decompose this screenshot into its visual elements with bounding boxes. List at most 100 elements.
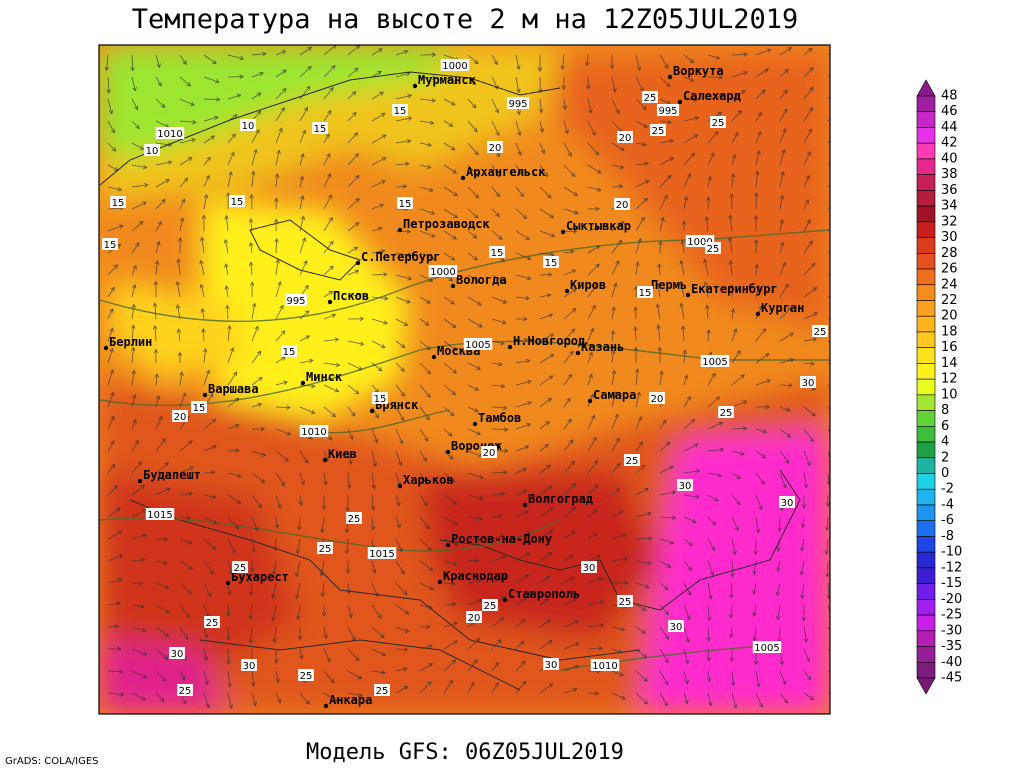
wind-arrow	[467, 494, 484, 501]
colorbar-box	[916, 127, 936, 144]
wind-arrow	[131, 461, 143, 474]
colorbar-box	[916, 378, 936, 396]
wind-arrow	[491, 661, 499, 672]
contour-label-text: 20	[651, 394, 664, 405]
wind-arrow	[419, 472, 426, 483]
wind-arrow	[155, 692, 165, 703]
wind-arrow	[563, 307, 577, 320]
wind-arrow	[155, 415, 163, 430]
contour-label: 995	[284, 294, 308, 307]
wind-arrow	[467, 54, 479, 65]
wind-arrow	[395, 340, 406, 349]
wind-arrow	[539, 443, 549, 452]
wind-arrow	[323, 626, 328, 640]
wind-arrow	[250, 170, 256, 188]
contour-label-box	[779, 496, 795, 508]
city-dot	[431, 354, 437, 360]
wind-arrow	[779, 450, 790, 464]
wind-arrow	[296, 604, 301, 621]
wind-arrow	[803, 287, 818, 298]
wind-arrow	[706, 648, 711, 662]
city-dot	[323, 703, 329, 709]
wind-arrow	[227, 171, 233, 188]
wind-arrow	[443, 472, 456, 483]
wind-arrow	[227, 670, 232, 688]
colorbar-label: -20	[941, 592, 962, 607]
wind-arrow	[755, 284, 761, 298]
wind-arrow	[731, 328, 738, 342]
city-dot	[522, 502, 528, 508]
colorbar-label: -10	[941, 545, 962, 560]
wind-arrow	[107, 368, 115, 386]
wind-arrow	[419, 164, 432, 170]
wind-arrow	[659, 216, 665, 232]
wind-arrow	[395, 362, 405, 372]
wind-arrow	[539, 230, 556, 238]
wind-arrow	[419, 318, 430, 326]
contour-label-box	[543, 256, 559, 268]
wind-arrow	[107, 164, 119, 172]
wind-arrow	[107, 646, 122, 652]
wind-arrow	[155, 604, 170, 614]
contour-label-box	[284, 294, 308, 306]
contour-label-text: 25	[626, 456, 639, 467]
wind-arrow	[443, 230, 458, 240]
wind-arrow	[587, 351, 593, 364]
wind-arrow	[467, 638, 481, 650]
wind-arrow	[779, 241, 785, 254]
wind-arrow	[659, 515, 677, 521]
colorbar-label: 14	[941, 356, 958, 371]
wind-arrow	[179, 582, 193, 595]
wind-arrow	[323, 216, 333, 232]
wind-arrow	[827, 648, 830, 652]
wind-arrow	[323, 173, 332, 188]
contour-label-text: 15	[639, 288, 652, 299]
colorbar-label: 34	[941, 199, 958, 214]
contour-label-text: 15	[491, 248, 504, 259]
colorbar-label: 26	[941, 262, 958, 277]
contour-label: 25	[346, 512, 362, 525]
wind-arrow	[395, 116, 413, 122]
contour-label-box	[191, 401, 207, 413]
contour-label: 15	[397, 197, 413, 210]
wind-arrow	[107, 264, 118, 276]
wind-arrow	[611, 239, 623, 254]
wind-arrow	[347, 406, 356, 417]
wind-arrow	[755, 494, 763, 511]
wind-arrow	[683, 468, 701, 474]
wind-arrow	[467, 598, 483, 606]
wind-arrow	[658, 240, 663, 254]
wind-arrow	[467, 318, 483, 328]
contour-label-text: 1015	[369, 549, 394, 560]
wind-arrow	[656, 282, 661, 298]
contour-label-box	[700, 355, 730, 367]
wind-arrow	[633, 346, 639, 364]
wind-arrow	[777, 516, 782, 533]
wind-arrow	[539, 313, 554, 320]
wind-arrow	[825, 494, 830, 507]
wind-arrow	[611, 692, 626, 700]
wind-arrow	[635, 488, 650, 496]
wind-arrow	[395, 538, 403, 553]
wind-arrow	[563, 249, 575, 255]
wind-arrow	[275, 149, 281, 166]
wind-arrow	[755, 404, 771, 410]
wind-arrow	[704, 216, 710, 232]
wind-arrow	[728, 604, 734, 619]
colorbar-box	[916, 551, 936, 569]
wind-arrow	[467, 274, 481, 284]
colorbar-label: -8	[941, 529, 954, 544]
wind-arrow	[179, 538, 193, 545]
contour-label-text: 15	[104, 240, 117, 251]
wind-arrow	[227, 74, 245, 79]
wind-arrow	[227, 93, 242, 100]
wind-arrow	[272, 626, 277, 644]
wind-arrow	[635, 54, 642, 72]
contour-label: 20	[466, 611, 482, 624]
contour-label-box	[543, 658, 559, 670]
wind-arrow	[563, 142, 572, 157]
wind-arrow	[467, 681, 475, 694]
wind-arrow	[107, 577, 123, 584]
wind-arrow	[298, 494, 304, 507]
wind-arrow	[275, 380, 288, 386]
